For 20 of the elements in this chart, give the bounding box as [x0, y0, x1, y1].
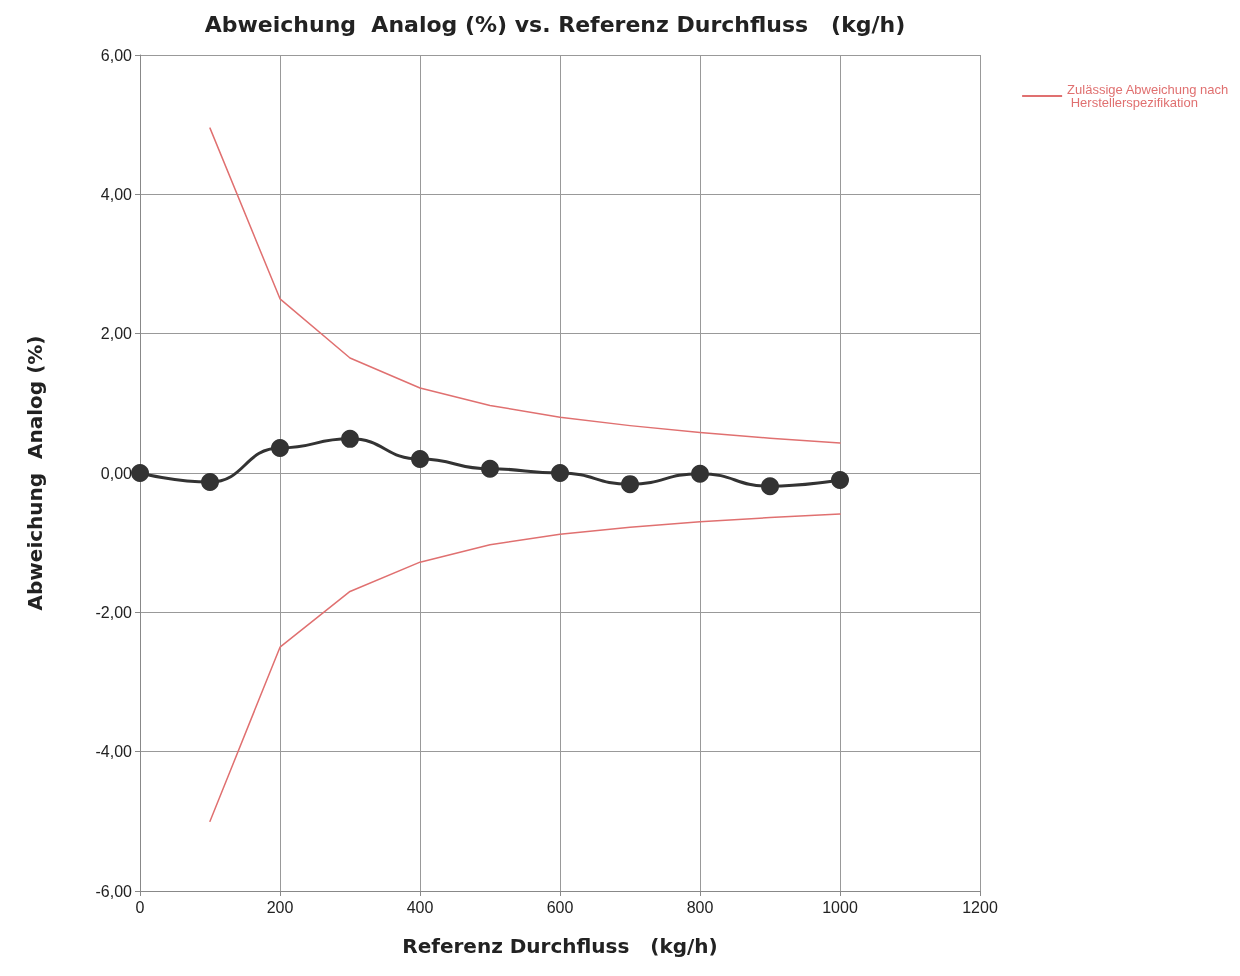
legend-label: Zulässige Abweichung nach Herstellerspezifikation — [1067, 82, 1229, 110]
line-series — [209, 513, 841, 823]
x-tick-label: 1200 — [962, 898, 998, 916]
x-tick-label: 1000 — [822, 898, 858, 916]
y-axis-title: Abweichung Analog (%) — [23, 335, 47, 611]
y-tick-label: -4,00 — [95, 743, 133, 761]
x-axis-title: Referenz Durchfluss (kg/h) — [402, 934, 718, 958]
y-tick-label: 6,00 — [100, 46, 133, 64]
chart-title: Abweichung Analog (%) vs. Referenz Durchfluss (kg/h) — [204, 11, 906, 37]
y-tick-label: 0,00 — [100, 464, 133, 482]
x-tick-label: 200 — [266, 898, 294, 916]
x-tick-label: 800 — [686, 898, 714, 916]
x-tick-label: 400 — [406, 898, 434, 916]
x-tick-label: 600 — [546, 898, 574, 916]
y-tick-label: -2,00 — [95, 603, 133, 621]
y-tick-label: 4,00 — [100, 185, 133, 203]
y-tick-label: -6,00 — [95, 882, 133, 900]
line-series — [209, 127, 841, 444]
x-tick-label: 0 — [135, 898, 145, 916]
y-tick-label: 2,00 — [100, 325, 133, 343]
